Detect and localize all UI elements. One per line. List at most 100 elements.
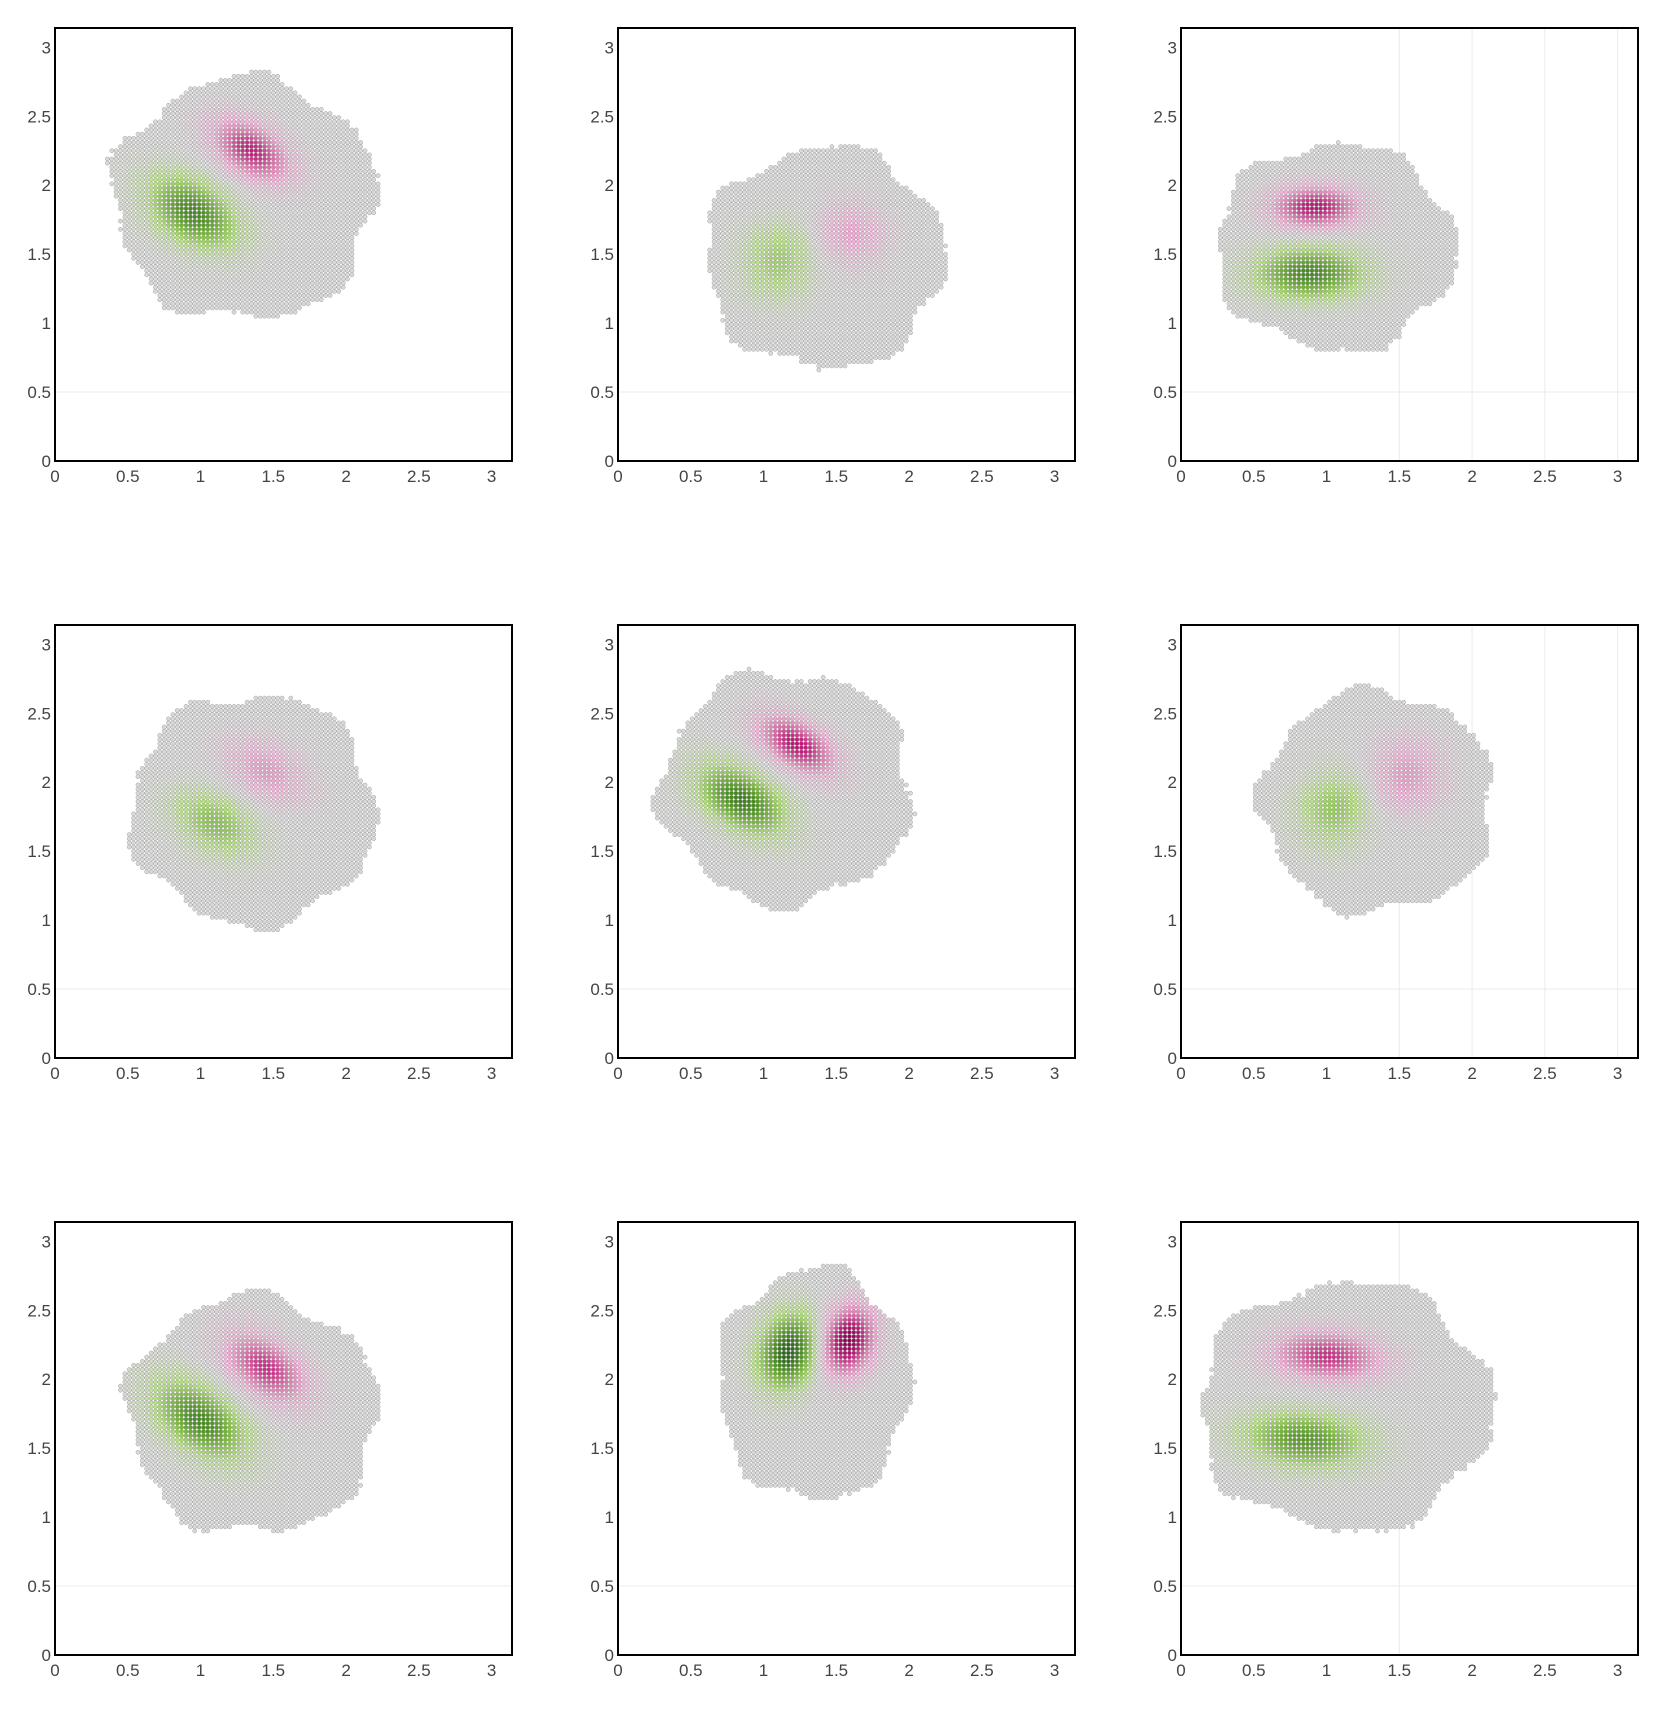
data-point xyxy=(288,231,294,236)
data-point xyxy=(279,251,285,257)
data-point xyxy=(746,189,752,195)
data-point xyxy=(768,226,774,232)
data-point xyxy=(362,164,368,170)
data-point xyxy=(340,144,346,149)
data-point xyxy=(188,289,193,294)
data-point xyxy=(855,247,861,253)
data-point xyxy=(148,160,154,166)
data-point xyxy=(895,214,900,220)
data-point xyxy=(742,260,747,265)
data-point xyxy=(785,338,791,344)
data-point xyxy=(275,239,281,245)
data-point xyxy=(851,189,857,195)
data-point xyxy=(297,297,302,303)
data-point xyxy=(205,86,211,92)
data-point xyxy=(201,102,206,108)
data-point xyxy=(275,289,281,294)
data-point xyxy=(336,210,342,216)
data-point xyxy=(139,198,145,203)
data-point xyxy=(724,313,730,319)
data-point xyxy=(860,243,865,249)
data-point xyxy=(764,255,769,261)
data-point xyxy=(842,342,848,348)
data-point xyxy=(332,276,337,282)
data-point xyxy=(301,102,307,108)
data-point xyxy=(288,189,294,195)
data-point xyxy=(737,317,743,323)
data-point xyxy=(742,214,747,220)
data-point xyxy=(275,90,281,96)
data-point xyxy=(925,260,931,265)
data-point xyxy=(118,181,123,187)
data-point xyxy=(881,264,887,269)
data-point xyxy=(305,284,311,290)
data-point xyxy=(126,140,132,145)
data-point xyxy=(201,148,206,154)
data-point xyxy=(751,276,756,282)
data-point xyxy=(733,226,739,232)
data-point xyxy=(183,144,189,149)
data-point xyxy=(275,226,281,232)
data-point xyxy=(816,276,822,282)
data-point xyxy=(855,193,861,199)
data-point xyxy=(253,177,259,183)
data-point xyxy=(314,214,320,220)
data-point xyxy=(262,251,267,257)
data-point xyxy=(833,243,839,249)
data-point xyxy=(349,164,355,170)
data-point xyxy=(816,334,822,340)
data-point xyxy=(768,202,774,207)
data-point xyxy=(318,119,324,125)
data-point xyxy=(288,94,294,100)
data-point xyxy=(877,160,883,166)
data-point xyxy=(135,251,141,257)
data-point xyxy=(829,338,835,344)
data-point xyxy=(746,301,752,307)
data-point xyxy=(262,226,267,232)
data-point xyxy=(890,305,896,311)
data-point xyxy=(921,293,926,298)
data-point xyxy=(803,293,809,298)
data-point xyxy=(755,330,761,336)
data-point xyxy=(297,231,302,236)
data-point xyxy=(262,193,267,199)
data-point xyxy=(842,144,848,149)
data-point xyxy=(860,297,865,303)
data-point xyxy=(262,255,267,261)
data-point xyxy=(707,218,713,224)
data-point xyxy=(270,251,276,257)
data-point xyxy=(192,98,198,104)
data-point xyxy=(877,152,883,158)
data-point xyxy=(270,102,276,108)
data-point xyxy=(196,144,202,149)
data-point xyxy=(161,115,167,120)
data-point xyxy=(218,98,224,104)
data-point xyxy=(847,189,852,195)
data-point xyxy=(222,78,228,83)
data-point xyxy=(244,148,250,154)
data-point xyxy=(733,231,739,236)
data-point xyxy=(899,251,905,257)
data-point xyxy=(257,98,263,104)
data-point xyxy=(222,276,228,282)
data-point xyxy=(122,239,128,245)
data-point xyxy=(886,189,892,195)
data-point xyxy=(105,156,110,162)
data-point xyxy=(205,198,211,203)
data-point xyxy=(873,268,878,274)
data-point xyxy=(908,276,913,282)
data-point xyxy=(240,94,246,100)
data-point xyxy=(257,239,263,245)
data-point xyxy=(266,94,272,100)
data-point xyxy=(196,90,202,96)
data-point xyxy=(188,181,193,187)
data-point xyxy=(353,231,359,236)
data-point xyxy=(174,189,180,195)
data-point xyxy=(166,164,171,170)
data-point xyxy=(873,276,878,282)
data-point xyxy=(908,317,913,323)
data-point xyxy=(318,140,324,145)
data-point xyxy=(860,198,865,203)
data-point xyxy=(903,297,909,303)
data-point xyxy=(733,293,739,298)
